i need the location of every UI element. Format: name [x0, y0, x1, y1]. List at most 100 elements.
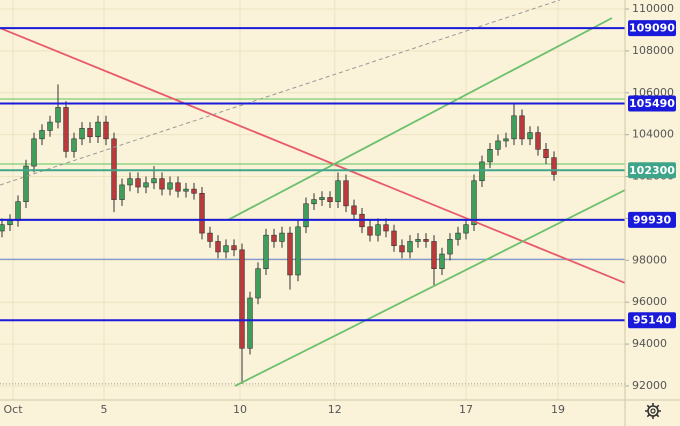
candle-body [543, 149, 549, 158]
candle-body [423, 239, 429, 242]
level-label-box [628, 95, 676, 112]
level-label: 109090 [629, 22, 675, 35]
candle-body [295, 226, 301, 276]
candle-body [383, 224, 389, 232]
candle-body [151, 178, 157, 184]
level-label: 95140 [633, 314, 672, 327]
y-tick-label: 110000 [632, 2, 674, 15]
candle-body [447, 239, 453, 255]
candle-body [495, 140, 501, 150]
y-tick-label: 98000 [632, 253, 667, 266]
trend-line [0, 27, 625, 284]
candle-body [7, 220, 13, 226]
axes: 9200094000960009800010000010200010400010… [3, 2, 676, 416]
candle-body [375, 224, 381, 236]
trend-line [227, 17, 613, 221]
x-tick-label: 17 [459, 403, 473, 416]
candle-body [183, 188, 189, 192]
candle-body [215, 241, 221, 253]
candle-body [431, 241, 437, 269]
candle-body [551, 157, 557, 175]
level-label: 99930 [633, 213, 672, 226]
candle-body [511, 115, 517, 140]
candle-body [263, 234, 269, 269]
y-tick-label: 108000 [632, 44, 674, 57]
candle-body [55, 107, 61, 123]
candle-body [39, 130, 45, 140]
candle-body [351, 205, 357, 215]
level-label-box [628, 162, 676, 179]
candle-body [47, 121, 53, 131]
candle-body [167, 182, 173, 190]
candle-body [231, 245, 237, 251]
candle-body [399, 245, 405, 253]
x-tick-label: 19 [551, 403, 565, 416]
candle-body [535, 132, 541, 150]
candle-body [407, 241, 413, 253]
candle-body [71, 138, 77, 152]
candle-body [175, 182, 181, 192]
candle-body [527, 132, 533, 140]
candle-body [287, 232, 293, 276]
candle-body [199, 192, 205, 234]
candle-body [343, 180, 349, 207]
candle-body [255, 268, 261, 299]
candle-body [415, 239, 421, 242]
candle-body [23, 165, 29, 202]
candle-body [223, 245, 229, 253]
candle-body [463, 224, 469, 234]
trend-line [0, 0, 561, 186]
candle-body [191, 188, 197, 194]
candle-body [279, 232, 285, 242]
gear-hub [650, 408, 656, 414]
candle-body [207, 232, 213, 242]
candle-body [439, 253, 445, 269]
candle-body [159, 178, 165, 190]
candle-body [311, 199, 317, 205]
candle-body [391, 230, 397, 246]
candle-body [471, 180, 477, 226]
x-tick-label: Oct [3, 403, 23, 416]
candle-body [79, 128, 85, 140]
candle-body [319, 197, 325, 200]
x-tick-label: 12 [328, 403, 342, 416]
gear-teeth [645, 403, 661, 419]
candle-body [367, 226, 373, 236]
y-tick-label: 104000 [632, 128, 674, 141]
y-tick-label: 92000 [632, 379, 667, 392]
candle-body [135, 178, 141, 188]
x-tick-label: 5 [101, 403, 108, 416]
candle-body [503, 138, 509, 142]
candle-body [247, 297, 253, 349]
candle-body [0, 224, 5, 232]
candle-body [335, 180, 341, 202]
level-label: 102300 [629, 164, 675, 177]
candle-body [31, 138, 37, 167]
candle-body [103, 121, 109, 140]
level-label-box [628, 20, 676, 37]
level-label: 105490 [629, 97, 675, 110]
candle-body [87, 128, 93, 138]
candle-body [143, 182, 149, 188]
candle-body [455, 232, 461, 240]
candle-body [479, 161, 485, 182]
candle-body [127, 178, 133, 186]
settings-icon[interactable] [645, 403, 661, 419]
candle-body [519, 115, 525, 140]
candle-body [271, 234, 277, 242]
plot-area [0, 0, 625, 400]
candle-body [327, 197, 333, 202]
candle-body [63, 107, 69, 152]
x-tick-label: 10 [233, 403, 247, 416]
level-label-box [628, 211, 676, 228]
candle-body [239, 249, 245, 349]
candle-body [95, 121, 101, 138]
candle-body [303, 203, 309, 228]
candle-body [119, 184, 125, 200]
y-tick-label: 94000 [632, 337, 667, 350]
candle-body [487, 149, 493, 163]
candle-body [111, 138, 117, 200]
y-tick-label: 96000 [632, 295, 667, 308]
